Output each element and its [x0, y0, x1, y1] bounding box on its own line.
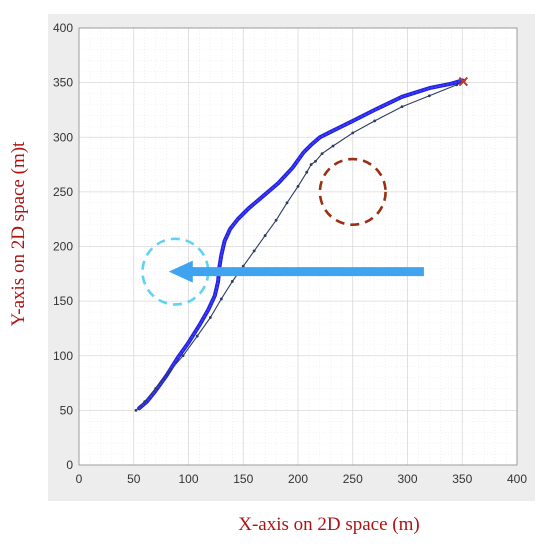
- series-line-1: [135, 79, 465, 411]
- axes-box: [78, 27, 518, 466]
- data-layer: [134, 76, 469, 412]
- x-axis-label: X-axis on 2D space (m): [238, 514, 420, 535]
- series-point-1: [305, 170, 309, 174]
- y-tick-label: 300: [53, 130, 73, 144]
- x-tick-label: 150: [233, 472, 253, 486]
- series-point-1: [167, 370, 171, 374]
- dashed-circle-marker: [318, 157, 387, 227]
- series-point-1: [400, 105, 404, 109]
- series-point-1: [263, 234, 267, 237]
- series-point-1: [195, 334, 199, 338]
- series-point-1: [455, 83, 459, 87]
- x-tick-label: 250: [343, 472, 363, 486]
- series-point-1: [428, 94, 431, 98]
- x-tick-label: 200: [288, 472, 308, 486]
- series-point-1: [154, 387, 158, 390]
- arrow-head: [168, 260, 193, 283]
- arrow-shaft: [186, 267, 424, 277]
- y-tick-label: 0: [66, 458, 73, 472]
- y-tick-label: 250: [53, 185, 73, 199]
- y-tick-label: 350: [53, 76, 73, 90]
- x-tick-label: 100: [178, 472, 198, 486]
- series-point-1: [219, 297, 223, 301]
- series-point-1: [209, 316, 212, 319]
- y-axis-label: Y-axis on 2D space (m)t: [8, 141, 29, 326]
- series-point-1: [241, 264, 245, 268]
- y-tick-label: 400: [53, 21, 73, 35]
- series-point-1: [314, 159, 317, 163]
- x-tick-label: 350: [452, 472, 472, 486]
- y-tick-label: 200: [53, 240, 73, 254]
- series-point-1: [320, 152, 324, 156]
- x-tick-label: 50: [127, 472, 141, 486]
- series-point-1: [274, 218, 278, 222]
- series-dots-0: [138, 79, 464, 410]
- series-point-1: [134, 408, 138, 412]
- goal-cross-marker: [458, 76, 469, 87]
- y-tick-label: 100: [53, 349, 73, 363]
- y-tick-label: 150: [53, 294, 73, 308]
- series-point-1: [373, 119, 377, 123]
- y-tick-label: 50: [60, 403, 74, 417]
- series-point-1: [309, 163, 313, 166]
- series-point-1: [252, 249, 256, 253]
- x-tick-label: 300: [397, 472, 417, 486]
- series-point-1: [181, 354, 185, 358]
- series-point-1: [143, 400, 147, 404]
- x-tick-label: 0: [76, 472, 83, 486]
- series-point-1: [331, 144, 335, 148]
- x-tick-label: 400: [507, 472, 527, 486]
- series-point-1: [296, 185, 300, 188]
- series-point-1: [285, 201, 289, 205]
- series-point-1: [230, 280, 234, 283]
- series-point-1: [351, 131, 355, 135]
